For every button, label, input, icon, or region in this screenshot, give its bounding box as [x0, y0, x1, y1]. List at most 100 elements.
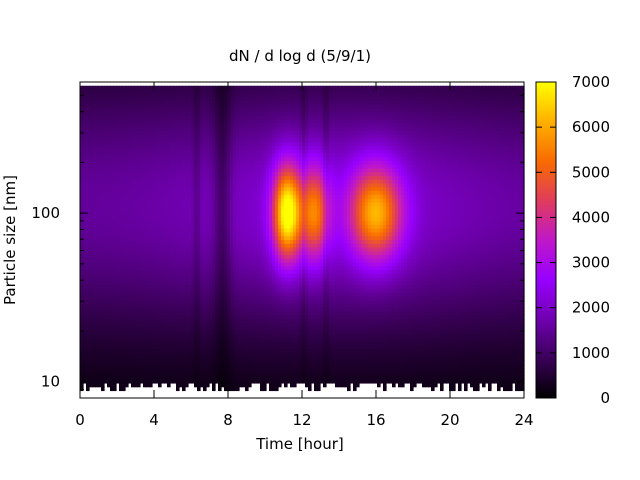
heatmap-cell — [113, 138, 117, 143]
heatmap-cell — [116, 202, 120, 207]
heatmap-cell — [140, 303, 144, 309]
heatmap-cell — [215, 172, 219, 177]
heatmap-cell — [236, 100, 240, 106]
heatmap-cell — [128, 187, 132, 192]
heatmap-cell — [233, 258, 237, 264]
heatmap-cell — [239, 202, 243, 207]
heatmap-cell — [182, 172, 186, 177]
heatmap-cell — [182, 255, 186, 260]
heatmap-cell — [209, 277, 213, 282]
heatmap-cell — [218, 296, 222, 301]
heatmap-cell — [200, 375, 204, 380]
heatmap-cell — [92, 123, 96, 128]
heatmap-cell — [236, 213, 240, 219]
heatmap-cell — [101, 307, 105, 313]
heatmap-cell — [221, 258, 225, 264]
heatmap-cell — [218, 115, 222, 121]
heatmap-cell — [263, 112, 267, 117]
heatmap-cell — [227, 322, 231, 328]
heatmap-cell — [86, 300, 90, 305]
heatmap-cell — [116, 123, 120, 128]
heatmap-cell — [188, 319, 192, 324]
heatmap-cell — [206, 194, 210, 200]
heatmap-cell — [146, 251, 150, 256]
heatmap-cell — [224, 138, 228, 143]
heatmap-cell — [179, 326, 183, 331]
heatmap-cell — [224, 315, 228, 320]
heatmap-cell — [86, 221, 90, 226]
heatmap-cell — [173, 209, 177, 215]
heatmap-cell — [224, 255, 228, 260]
heatmap-cell — [137, 251, 141, 256]
heatmap-cell — [236, 345, 240, 350]
heatmap-cell — [188, 206, 192, 211]
heatmap-cell — [143, 217, 147, 222]
heatmap-cell — [164, 176, 168, 181]
heatmap-cell — [125, 364, 129, 369]
heatmap-cell — [233, 217, 237, 222]
heatmap-cell — [176, 179, 180, 185]
heatmap-cell — [179, 153, 183, 158]
heatmap-cell — [203, 367, 207, 373]
heatmap-cell — [152, 360, 156, 365]
heatmap-cell — [257, 311, 261, 316]
heatmap-cell — [209, 213, 213, 219]
heatmap-cell — [146, 247, 150, 252]
heatmap-cell — [101, 270, 105, 275]
heatmap-cell — [206, 285, 210, 290]
heatmap-cell — [146, 198, 150, 203]
heatmap-cell — [92, 97, 96, 102]
heatmap-cell — [239, 379, 243, 384]
heatmap-cell — [194, 157, 198, 162]
heatmap-cell — [245, 85, 249, 91]
heatmap-cell — [203, 97, 207, 102]
heatmap-cell — [263, 307, 267, 313]
heatmap-cell — [89, 281, 93, 286]
heatmap-cell — [149, 311, 153, 316]
heatmap-cell — [149, 326, 153, 331]
heatmap-cell — [185, 164, 189, 170]
heatmap-cell — [89, 240, 93, 245]
heatmap-cell — [248, 112, 252, 117]
heatmap-cell — [104, 375, 108, 380]
heatmap-cell — [131, 345, 135, 350]
heatmap-cell — [182, 228, 186, 234]
heatmap-cell — [203, 191, 207, 196]
heatmap-cell — [131, 228, 135, 234]
heatmap-cell — [239, 345, 243, 350]
heatmap-cell — [149, 266, 153, 271]
heatmap-cell — [161, 270, 165, 275]
heatmap-cell — [140, 322, 144, 328]
heatmap-cell — [89, 115, 93, 121]
heatmap-cell — [230, 367, 234, 373]
heatmap-cell — [221, 209, 225, 215]
heatmap-cell — [263, 255, 267, 260]
heatmap-cell — [185, 93, 189, 98]
heatmap-cell — [167, 232, 171, 237]
heatmap-cell — [137, 232, 141, 237]
heatmap-cell — [227, 236, 231, 241]
heatmap-cell — [164, 337, 168, 343]
heatmap-cell — [215, 307, 219, 313]
heatmap-cell — [134, 123, 138, 128]
heatmap-cell — [167, 89, 171, 94]
heatmap-cell — [80, 330, 84, 335]
heatmap-cell — [215, 115, 219, 121]
heatmap-cell — [191, 296, 195, 301]
heatmap-cell — [113, 258, 117, 264]
heatmap-cell — [188, 112, 192, 117]
heatmap-cell — [101, 161, 105, 166]
heatmap-cell — [260, 349, 264, 354]
heatmap-cell — [92, 360, 96, 365]
heatmap-cell — [119, 300, 123, 305]
heatmap-cell — [122, 273, 126, 279]
heatmap-cell — [122, 97, 126, 102]
heatmap-cell — [188, 356, 192, 361]
heatmap-cell — [119, 198, 123, 203]
heatmap-cell — [197, 164, 201, 170]
heatmap-cell — [200, 345, 204, 350]
heatmap-cell — [110, 307, 114, 313]
heatmap-cell — [245, 228, 249, 234]
heatmap-cell — [251, 224, 255, 230]
heatmap-cell — [185, 303, 189, 309]
